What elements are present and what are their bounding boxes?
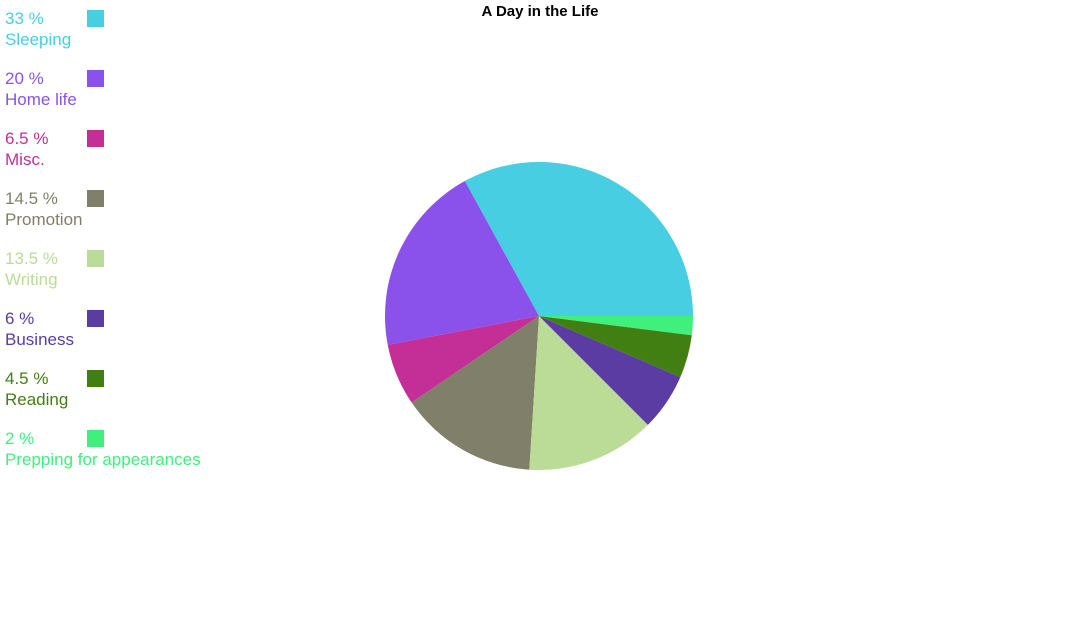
legend-item-sleeping: 33 % Sleeping (5, 8, 305, 50)
pie-slice-prepping-for-appearances (539, 316, 693, 336)
legend: 33 % Sleeping 20 % Home life 6.5 % Misc. 14.5 … (5, 8, 305, 488)
legend-label: Writing (5, 270, 58, 289)
legend-label: Business (5, 330, 74, 349)
legend-item-prepping-for-appearances: 2 % Prepping for appearances (5, 428, 305, 470)
pie-slice-writing (529, 316, 648, 470)
legend-percent: 4.5 % (5, 369, 49, 388)
legend-percent: 13.5 % (5, 249, 58, 268)
legend-item-business: 6 % Business (5, 308, 305, 350)
legend-percent: 20 % (5, 69, 44, 88)
legend-percent: 33 % (5, 9, 44, 28)
legend-swatch (87, 10, 104, 27)
pie-chart (385, 162, 693, 470)
pie-slice-sleeping (464, 162, 693, 316)
legend-swatch (87, 430, 104, 447)
legend-swatch (87, 250, 104, 267)
pie-slice-home-life (385, 181, 539, 345)
pie-slice-misc (387, 316, 539, 403)
legend-label: Home life (5, 90, 77, 109)
legend-label: Prepping for appearances (5, 450, 201, 469)
legend-label: Reading (5, 390, 69, 409)
legend-label: Sleeping (5, 30, 72, 49)
legend-percent: 14.5 % (5, 189, 58, 208)
legend-percent: 2 % (5, 429, 35, 448)
legend-swatch (87, 370, 104, 387)
pie-slice-promotion (411, 316, 539, 470)
legend-item-promotion: 14.5 % Promotion (5, 188, 305, 230)
legend-swatch (87, 130, 104, 147)
legend-item-misc: 6.5 % Misc. (5, 128, 305, 170)
pie-slice-business (539, 316, 681, 425)
legend-item-writing: 13.5 % Writing (5, 248, 305, 290)
chart-title: A Day in the Life (481, 3, 599, 20)
legend-swatch (87, 310, 104, 327)
legend-swatch (87, 70, 104, 87)
legend-swatch (87, 190, 104, 207)
legend-label: Misc. (5, 150, 45, 169)
legend-item-reading: 4.5 % Reading (5, 368, 305, 410)
legend-item-home-life: 20 % Home life (5, 68, 305, 110)
legend-percent: 6 % (5, 309, 35, 328)
legend-label: Promotion (5, 210, 83, 229)
pie-slice-reading (539, 316, 692, 378)
legend-percent: 6.5 % (5, 129, 49, 148)
